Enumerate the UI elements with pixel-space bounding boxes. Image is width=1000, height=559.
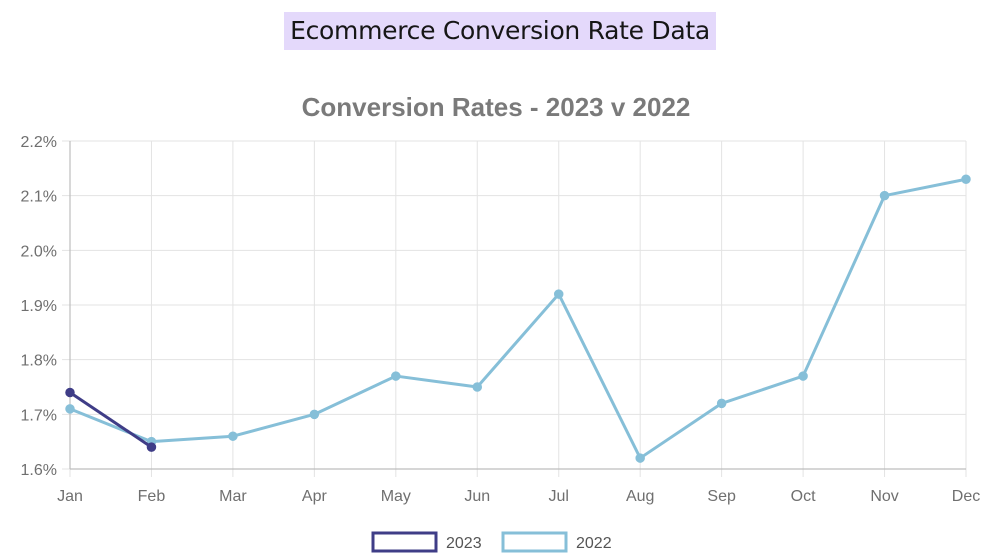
- axes: [69, 141, 966, 470]
- y-tick-label: 1.8%: [21, 353, 57, 370]
- x-tick-label: Oct: [791, 488, 816, 505]
- y-axis-tick-labels: 1.6% 1.7% 1.8% 1.9% 2.0% 2.1% 2.2%: [21, 134, 57, 479]
- y-tick-label: 2.2%: [21, 134, 57, 151]
- x-tick-label: Apr: [302, 488, 328, 505]
- data-point: [961, 174, 971, 185]
- grid-lines: [62, 140, 967, 477]
- chart-title: Conversion Rates - 2023 v 2022: [302, 92, 691, 122]
- x-tick-label: Sep: [707, 488, 736, 505]
- heading-container: Ecommerce Conversion Rate Data: [0, 12, 1000, 50]
- x-tick-label: Aug: [626, 488, 654, 505]
- y-tick-label: 2.0%: [21, 243, 57, 260]
- data-point: [879, 190, 890, 201]
- legend-label: 2023: [446, 535, 482, 552]
- y-tick-label: 1.9%: [21, 298, 57, 315]
- legend: 2023 2022: [371, 531, 612, 553]
- data-point: [553, 289, 564, 299]
- data-point: [309, 409, 320, 420]
- x-tick-label: Feb: [138, 488, 166, 505]
- data-point: [635, 453, 645, 463]
- legend-swatch: [371, 531, 438, 553]
- data-point: [391, 371, 401, 381]
- legend-label: 2022: [576, 535, 612, 552]
- data-point: [146, 442, 157, 452]
- y-tick-label: 2.1%: [21, 189, 57, 206]
- x-axis-tick-labels: Jan Feb Mar Apr May Jun Jul Aug Sep Oct Nov Dec: [57, 488, 980, 505]
- data-series: [65, 174, 971, 463]
- series-2022: [65, 174, 971, 463]
- data-point: [716, 398, 727, 409]
- x-tick-label: Jul: [549, 488, 569, 505]
- y-tick-label: 1.6%: [21, 462, 57, 479]
- data-point: [798, 371, 808, 381]
- data-point: [228, 431, 238, 441]
- legend-item-2023[interactable]: 2023: [371, 531, 482, 553]
- series-line-2023: [69, 391, 153, 449]
- x-tick-label: Nov: [870, 488, 898, 505]
- data-point: [65, 387, 75, 398]
- series-line-2022: [69, 177, 967, 460]
- x-tick-label: Dec: [952, 488, 980, 505]
- x-tick-label: Jun: [464, 488, 490, 505]
- page-heading: Ecommerce Conversion Rate Data: [284, 12, 716, 50]
- x-tick-label: Mar: [219, 488, 247, 505]
- x-tick-label: Jan: [57, 488, 83, 505]
- legend-item-2022[interactable]: 2022: [501, 531, 612, 553]
- y-tick-label: 1.7%: [21, 407, 57, 424]
- data-point: [472, 382, 483, 392]
- series-2023: [65, 387, 157, 452]
- legend-swatch: [501, 531, 568, 553]
- x-tick-label: May: [381, 488, 411, 505]
- data-point: [65, 404, 75, 414]
